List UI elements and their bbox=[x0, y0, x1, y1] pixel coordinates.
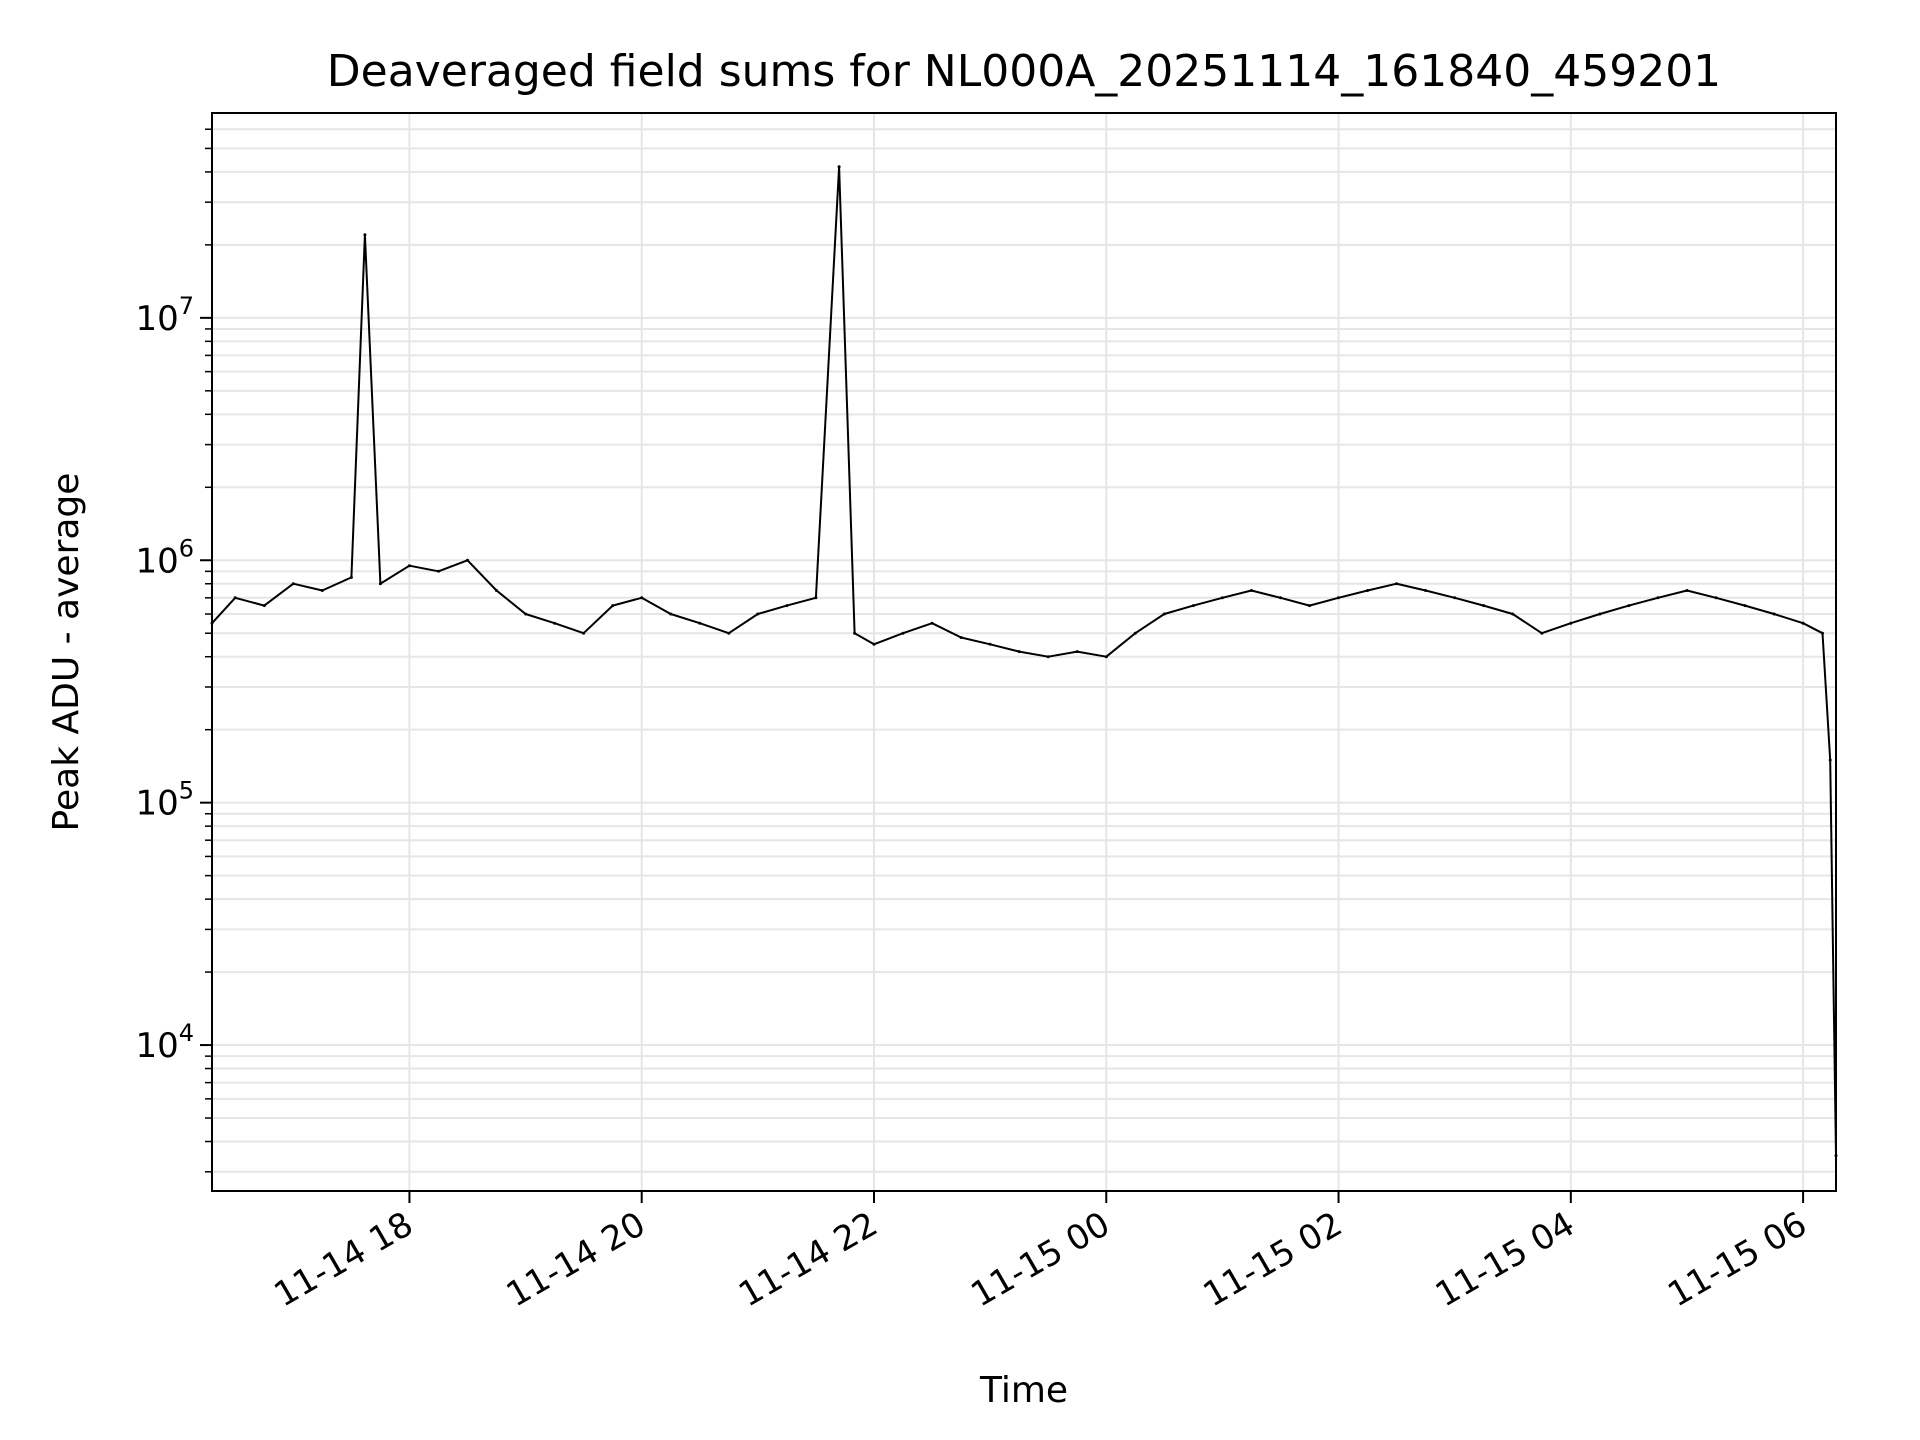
data-point bbox=[1453, 596, 1457, 600]
data-point bbox=[611, 604, 615, 608]
data-point bbox=[363, 233, 367, 237]
data-point bbox=[837, 165, 841, 169]
data-point bbox=[1366, 589, 1370, 592]
data-point bbox=[1162, 612, 1166, 616]
data-point bbox=[959, 636, 963, 639]
data-point bbox=[872, 642, 876, 646]
data-point bbox=[1249, 589, 1253, 592]
data-point bbox=[262, 604, 266, 608]
y-tick-label: 106 bbox=[135, 534, 194, 581]
data-point bbox=[233, 596, 237, 600]
data-point bbox=[756, 612, 760, 616]
data-point bbox=[1801, 621, 1805, 625]
data-point bbox=[988, 642, 992, 646]
data-point bbox=[1656, 596, 1660, 600]
data-point bbox=[901, 631, 905, 635]
data-point bbox=[291, 582, 295, 586]
data-point bbox=[1627, 604, 1631, 608]
data-point bbox=[1308, 604, 1311, 608]
data-point bbox=[407, 564, 411, 568]
data-point bbox=[698, 621, 702, 625]
data-point bbox=[727, 631, 731, 635]
data-point bbox=[1714, 596, 1718, 600]
data-point bbox=[524, 612, 528, 616]
data-point bbox=[1821, 631, 1824, 635]
data-point bbox=[1017, 650, 1021, 654]
x-axis-label: Time bbox=[979, 1370, 1068, 1411]
data-point bbox=[1337, 596, 1340, 600]
data-point bbox=[1511, 612, 1515, 616]
data-point bbox=[553, 621, 557, 625]
data-point bbox=[1191, 604, 1195, 608]
data-point bbox=[1540, 631, 1544, 635]
data-point bbox=[785, 604, 789, 608]
data-point bbox=[466, 558, 469, 562]
y-axis-label: Peak ADU - average bbox=[46, 473, 87, 832]
data-point bbox=[1075, 650, 1079, 654]
data-point bbox=[1772, 612, 1776, 616]
data-point bbox=[853, 631, 857, 635]
data-point bbox=[640, 596, 644, 600]
data-point bbox=[1046, 655, 1050, 659]
data-point bbox=[1133, 631, 1137, 635]
grid-lines bbox=[212, 113, 1836, 1191]
data-point bbox=[930, 621, 934, 625]
data-point bbox=[1482, 604, 1486, 608]
data-point bbox=[669, 612, 673, 616]
data-point bbox=[1598, 612, 1602, 616]
data-point bbox=[495, 589, 498, 592]
y-tick-label: 104 bbox=[135, 1019, 194, 1066]
data-point bbox=[320, 589, 324, 592]
plot-frame bbox=[211, 112, 1837, 1192]
data-point bbox=[1220, 596, 1224, 600]
data-point bbox=[582, 631, 586, 635]
y-axis: 104 105 106 107 bbox=[135, 128, 212, 1173]
data-point bbox=[1424, 589, 1428, 592]
data-point bbox=[1685, 589, 1689, 592]
data-point bbox=[378, 582, 382, 586]
data-point bbox=[1395, 582, 1399, 586]
data-point bbox=[1279, 596, 1282, 600]
data-point bbox=[1569, 621, 1573, 625]
chart-title: Deaveraged field sums for NL000A_2025111… bbox=[327, 46, 1721, 97]
data-point bbox=[437, 569, 440, 573]
data-point bbox=[814, 596, 818, 600]
data-point bbox=[1743, 604, 1747, 608]
data-point bbox=[1104, 655, 1108, 659]
data-point bbox=[349, 575, 353, 579]
data-point bbox=[1828, 758, 1832, 762]
y-tick-label: 107 bbox=[135, 292, 194, 339]
y-tick-label: 105 bbox=[135, 777, 194, 824]
